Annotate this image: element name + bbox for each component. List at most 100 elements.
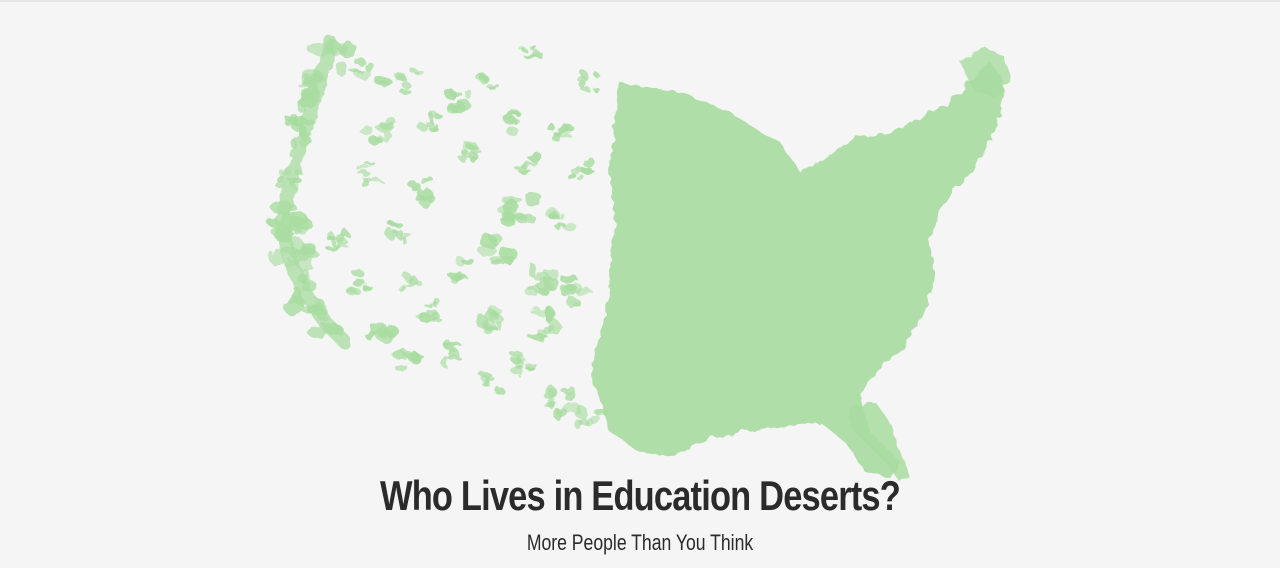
page-subtitle: More People Than You Think [526, 530, 754, 555]
coverage-cluster [569, 168, 578, 173]
coverage-cluster [374, 134, 383, 144]
coverage-cluster [581, 157, 596, 167]
coverage-cluster [358, 126, 375, 135]
coverage-cluster [399, 89, 412, 95]
coverage-cluster [443, 342, 458, 350]
coverage-cluster [289, 113, 299, 126]
coverage-cluster [269, 249, 284, 266]
coverage-cluster [490, 232, 502, 246]
coverage-cluster [560, 387, 577, 394]
coverage-cluster [357, 170, 371, 176]
coverage-cluster [470, 148, 481, 153]
coverage-cluster [326, 235, 338, 242]
coverage-cluster [596, 407, 603, 418]
coverage-cluster [447, 355, 462, 362]
coverage-cluster [503, 254, 514, 264]
coverage-cluster [520, 162, 529, 167]
coverage-cluster [485, 376, 496, 383]
coverage-cluster [519, 169, 531, 175]
coverage-cluster [574, 406, 589, 419]
coverage-cluster [352, 269, 365, 278]
coverage-cluster [490, 259, 506, 266]
coverage-cluster [558, 213, 565, 219]
coverage-cluster [575, 288, 593, 297]
coverage-cluster [407, 349, 417, 356]
coverage-cluster [418, 124, 429, 132]
coverage-cluster [396, 229, 404, 240]
coverage-cluster [529, 160, 539, 166]
coverage-cluster [494, 386, 505, 395]
coverage-cluster [562, 135, 574, 140]
coverage-cluster [346, 287, 361, 294]
coverage-cluster [481, 381, 491, 387]
coverage-cluster [460, 148, 469, 155]
coverage-cluster [355, 165, 371, 170]
coverage-cluster [432, 301, 438, 307]
coverage-cluster [350, 69, 364, 75]
coverage-cluster [369, 178, 382, 183]
coverage-cluster [385, 324, 399, 339]
coverage-cluster [524, 191, 543, 207]
page-title: Who Lives in Education Deserts? [380, 472, 901, 519]
coverage-cluster [429, 318, 443, 322]
coverage-cluster [490, 313, 503, 324]
coverage-cluster [457, 101, 464, 110]
coverage-cluster [363, 331, 378, 339]
coverage-cluster [500, 211, 516, 228]
coverage-cluster [549, 210, 558, 222]
coverage-cluster [415, 314, 428, 320]
coverage-cluster [402, 80, 410, 89]
coverage-cluster [592, 86, 599, 93]
coverage-cluster [426, 194, 435, 202]
coverage-cluster [594, 73, 601, 79]
eastern-coverage-area [590, 62, 1005, 477]
coverage-cluster [524, 287, 537, 296]
us-map-icon [267, 35, 1010, 482]
coverage-cluster [414, 70, 425, 76]
coverage-cluster [400, 285, 405, 291]
coverage-cluster [400, 233, 413, 241]
coverage-cluster [507, 126, 519, 137]
coverage-cluster [584, 418, 594, 426]
coverage-cluster [412, 186, 421, 193]
coverage-cluster [326, 247, 339, 252]
coverage-cluster [563, 391, 576, 401]
coverage-cluster [530, 53, 540, 58]
coverage-cluster [307, 326, 326, 338]
coverage-cluster [383, 117, 397, 126]
coverage-cluster [580, 87, 591, 91]
coverage-cluster [519, 47, 527, 52]
coverage-cluster [493, 82, 498, 88]
coverage-cluster [382, 131, 393, 143]
coverage-cluster [547, 319, 561, 336]
coverage-cluster [394, 365, 409, 371]
coverage-cluster [511, 365, 525, 377]
coverage-cluster [489, 311, 498, 316]
coverage-cluster [543, 402, 558, 408]
coverage-cluster [446, 104, 459, 114]
coverage-cluster [398, 74, 406, 82]
coverage-cluster [503, 115, 517, 125]
eastern-coverage-region [590, 62, 1005, 477]
coverage-cluster [475, 74, 488, 80]
coverage-cluster [567, 171, 575, 180]
coverage-cluster [439, 356, 450, 367]
west-coast-coverage [274, 35, 352, 349]
coverage-cluster [352, 279, 367, 288]
coverage-cluster [449, 90, 462, 96]
coverage-cluster [338, 42, 358, 58]
coverage-cluster [580, 70, 588, 79]
coverage-cluster [525, 361, 536, 369]
coverage-cluster [454, 342, 461, 348]
coverage-cluster [387, 221, 399, 227]
coverage-cluster [362, 285, 374, 293]
coverage-cluster [422, 302, 432, 306]
coverage-cluster [400, 348, 410, 354]
coverage-cluster [479, 372, 493, 378]
coverage-cluster [459, 154, 468, 163]
coverage-cluster [559, 275, 579, 284]
coverage-cluster [527, 153, 543, 161]
education-map [260, 22, 1030, 482]
coverage-cluster [335, 234, 347, 244]
coverage-cluster [447, 341, 454, 347]
